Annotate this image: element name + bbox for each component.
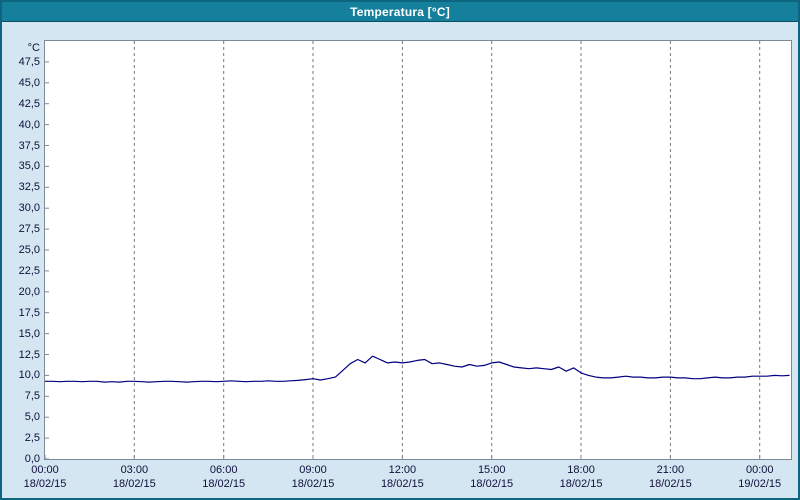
y-tick-label: 30,0 (18, 202, 40, 215)
y-tick-label: 35,0 (18, 160, 40, 173)
x-tick-label: 09:00 18/02/15 (281, 463, 345, 491)
x-tick-date: 18/02/15 (648, 478, 692, 490)
y-tick-label: 17,5 (18, 306, 40, 319)
y-tick-label: 45,0 (18, 76, 40, 89)
y-tick-label: 10,0 (18, 369, 40, 382)
x-tick-label: 03:00 18/02/15 (102, 463, 166, 491)
y-tick-label: 25,0 (18, 244, 40, 256)
y-tick-label: 40,0 (18, 118, 40, 131)
x-tick-label: 12:00 18/02/15 (370, 463, 434, 491)
y-tick-label: 42,5 (18, 97, 40, 110)
y-tick-label: 5,0 (24, 411, 40, 424)
x-tick-date: 18/02/15 (559, 478, 603, 490)
x-tick-time: 00:00 (31, 464, 59, 476)
y-tick-label: 2,5 (24, 432, 40, 445)
y-tick-label: 20,0 (18, 285, 40, 298)
window-titlebar[interactable]: Temperatura [°C] (2, 2, 798, 22)
y-tick-label: 47,5 (18, 55, 40, 68)
y-tick-label: 7,5 (24, 390, 40, 403)
x-tick-label: 00:00 19/02/15 (728, 463, 792, 491)
x-tick-time: 12:00 (388, 464, 417, 476)
y-tick-label: 15,0 (18, 327, 40, 340)
x-tick-date: 18/02/15 (291, 478, 335, 490)
y-axis-labels: 0,0 2,5 5,0 7,5 10,0 12,5 15,0 17,5 20,0 22,5 25,0… (2, 2, 40, 498)
window-title: Temperatura [°C] (350, 4, 450, 19)
y-tick-label: 22,5 (18, 264, 40, 277)
y-tick-label: 0,0 (24, 453, 40, 465)
x-tick-label: 15:00 18/02/15 (460, 463, 524, 491)
y-tick-label: 12,5 (18, 348, 40, 361)
x-tick-label: 06:00 18/02/15 (192, 463, 256, 491)
x-tick-time: 09:00 (299, 464, 327, 476)
x-tick-time: 18:00 (567, 464, 595, 476)
x-tick-time: 06:00 (209, 464, 238, 476)
temperature-line-chart (45, 41, 790, 459)
x-tick-date: 18/02/15 (23, 478, 67, 490)
x-tick-time: 03:00 (120, 464, 149, 476)
x-tick-time: 21:00 (656, 464, 685, 476)
x-tick-time: 15:00 (477, 464, 506, 476)
y-tick-label: 32,5 (18, 181, 40, 194)
x-tick-date: 19/02/15 (738, 478, 782, 490)
x-axis-labels: 00:00 18/02/15 03:00 18/02/15 06:00 18/02/15 0… (24, 463, 792, 497)
y-axis-unit: °C (27, 42, 40, 54)
x-tick-date: 18/02/15 (112, 478, 156, 490)
x-tick-label: 18:00 18/02/15 (549, 463, 613, 491)
y-tick-label: 27,5 (18, 223, 40, 236)
plot-area (44, 40, 792, 460)
x-tick-date: 18/02/15 (202, 478, 246, 490)
x-tick-date: 18/02/15 (470, 478, 514, 490)
x-tick-time: 00:00 (745, 464, 774, 476)
x-tick-label: 00:00 18/02/15 (13, 463, 77, 491)
x-tick-date: 18/02/15 (380, 478, 424, 490)
y-tick-label: 37,5 (18, 139, 40, 152)
x-tick-label: 21:00 18/02/15 (638, 463, 702, 491)
